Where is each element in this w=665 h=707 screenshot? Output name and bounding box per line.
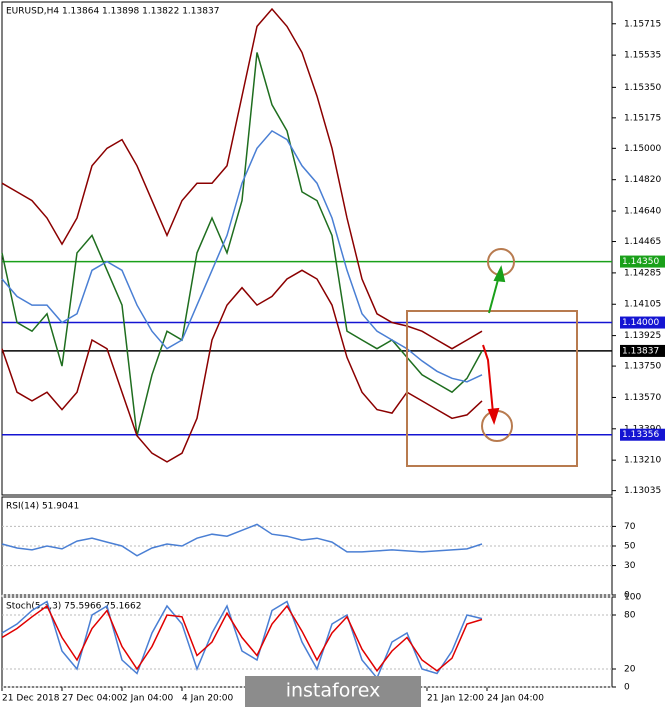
y-tick-label: 1.14640: [624, 207, 661, 217]
level-label: 1.14000: [622, 318, 659, 328]
y-tick-label: 0: [624, 683, 630, 693]
watermark-banner: [245, 676, 421, 707]
series-line: [1, 269, 483, 463]
x-tick-label: 2 Jan 04:00: [122, 694, 174, 704]
y-tick-label: 50: [624, 542, 636, 552]
down-arrow: [482, 344, 500, 425]
y-tick-label: 1.13035: [624, 486, 661, 496]
x-tick-label: 24 Jan 04:00: [487, 694, 544, 704]
level-tag: [620, 255, 665, 268]
y-tick-label: 1.13210: [624, 456, 661, 466]
y-tick-label: 1.13750: [624, 362, 661, 372]
y-tick-label: 80: [624, 611, 636, 621]
y-tick-label: 1.14285: [624, 268, 661, 278]
x-tick-label: 21 Dec 2018: [2, 694, 60, 704]
series-line: [1, 52, 483, 436]
level-tag: [620, 316, 665, 329]
series-line: [1, 7, 483, 350]
y-tick-label: 1.13925: [624, 331, 661, 341]
y-tick-label: 70: [624, 522, 636, 532]
series-line: [1, 129, 483, 383]
up-arrow: [488, 265, 506, 314]
level-label: 1.13837: [622, 346, 659, 356]
y-tick-label: 1.13570: [624, 393, 661, 403]
y-tick-label: 100: [624, 593, 641, 603]
panel-title: RSI(14) 51.9041: [6, 502, 79, 512]
level-tag: [620, 344, 665, 357]
series-line: [1, 604, 483, 673]
panel-title: Stoch(5,3,3) 75.5966 75.1662: [6, 602, 141, 612]
x-tick-label: 27 Dec 04:00: [62, 694, 123, 704]
level-label: 1.13356: [622, 430, 659, 440]
y-tick-label: 1.15715: [624, 19, 661, 29]
y-tick-label: 1.15350: [624, 83, 661, 93]
y-tick-label: 30: [624, 561, 636, 571]
main-panel: [1, 1, 613, 496]
y-tick-label: 1.14105: [624, 300, 661, 310]
level-label: 1.14350: [622, 257, 659, 267]
panel-title: EURUSD,H4 1.13864 1.13898 1.13822 1.1383…: [6, 7, 219, 17]
y-tick-label: 0: [624, 591, 630, 601]
range-box: [406, 310, 578, 467]
x-tick-label: 4 Jan 20:00: [182, 694, 234, 704]
y-tick-label: 20: [624, 665, 636, 675]
level-tag: [620, 428, 665, 441]
y-tick-label: 1.15535: [624, 51, 661, 61]
y-tick-label: 1.15175: [624, 113, 661, 123]
y-tick-label: 1.15000: [624, 144, 661, 154]
x-tick-label: 21 Jan 12:00: [427, 694, 484, 704]
watermark: instaforex: [286, 680, 381, 702]
y-tick-label: 1.14820: [624, 175, 661, 185]
y-tick-label: 1.14465: [624, 237, 661, 247]
series-line: [1, 523, 483, 557]
